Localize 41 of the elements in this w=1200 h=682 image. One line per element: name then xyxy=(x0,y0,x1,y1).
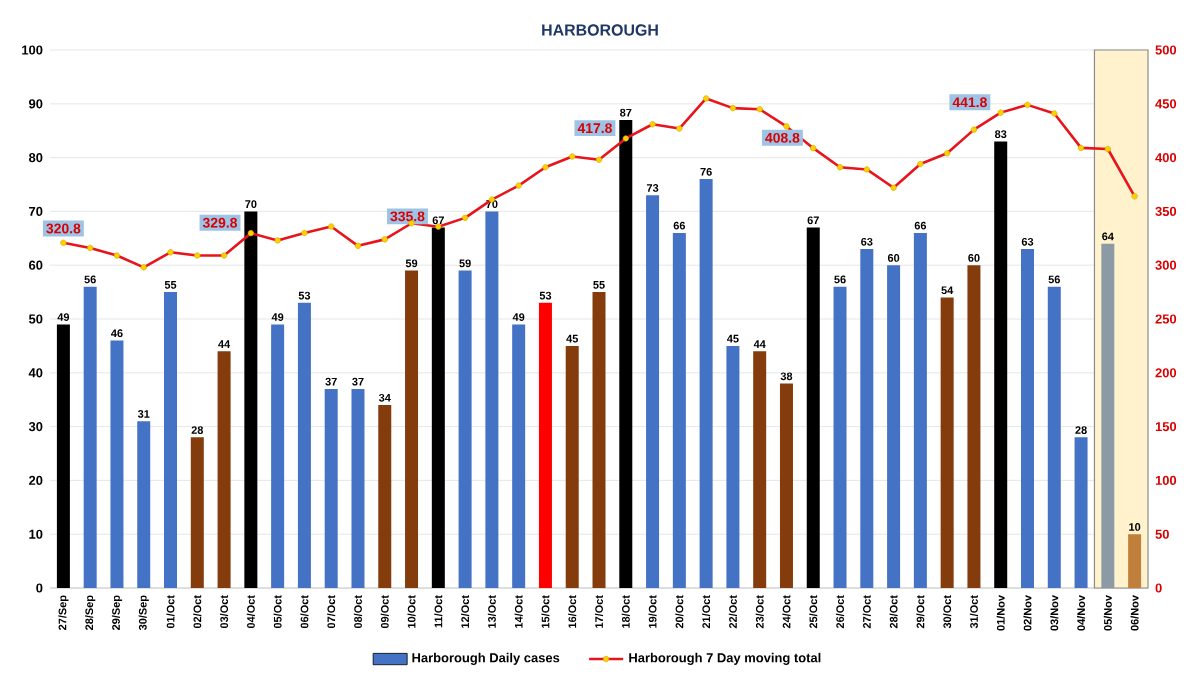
bar xyxy=(110,340,124,588)
bar xyxy=(1074,437,1088,588)
bar xyxy=(190,437,204,588)
bar xyxy=(753,351,767,588)
bar xyxy=(967,265,981,588)
bar xyxy=(485,211,499,588)
bar xyxy=(538,302,552,588)
bar xyxy=(592,292,606,588)
bar xyxy=(378,405,392,588)
bar xyxy=(779,383,793,588)
bar xyxy=(1021,249,1034,588)
bar xyxy=(646,195,660,588)
bar xyxy=(699,179,713,588)
bar xyxy=(1101,243,1115,588)
bar xyxy=(405,270,419,588)
bar xyxy=(806,227,820,588)
bar xyxy=(833,286,847,588)
bar xyxy=(619,119,633,588)
bar xyxy=(431,227,445,588)
bar xyxy=(860,249,874,588)
bar xyxy=(164,292,178,588)
bar xyxy=(672,232,686,588)
bar xyxy=(217,351,231,588)
bar xyxy=(887,265,901,588)
bar xyxy=(324,388,338,588)
bar xyxy=(244,211,258,588)
bar xyxy=(297,302,311,588)
bar xyxy=(994,141,1008,588)
bar xyxy=(458,270,472,588)
bar xyxy=(726,345,740,588)
bar xyxy=(351,388,365,588)
bar xyxy=(137,421,151,588)
bar xyxy=(565,345,579,588)
bar xyxy=(512,324,526,588)
bar xyxy=(83,286,97,588)
bar xyxy=(1128,534,1142,588)
bar xyxy=(271,324,285,588)
bar xyxy=(913,232,927,588)
bar xyxy=(1047,286,1061,588)
bar xyxy=(56,324,70,588)
bar xyxy=(940,297,954,588)
